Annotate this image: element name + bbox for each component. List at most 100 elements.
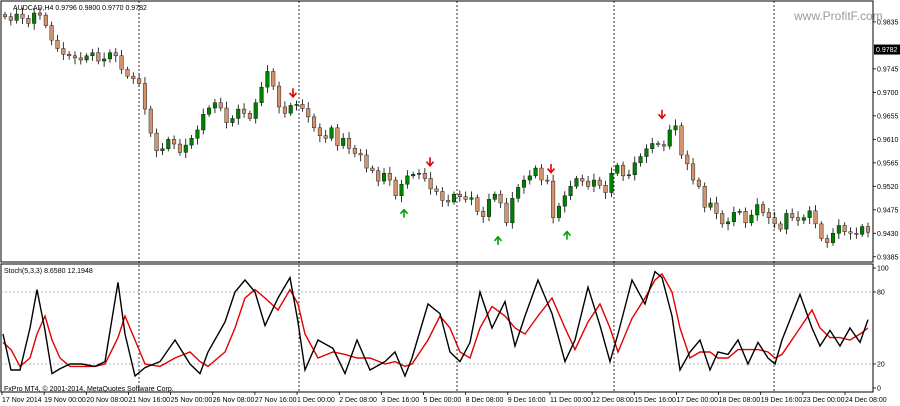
candle-body (183, 144, 188, 153)
candle-body (166, 139, 171, 149)
candle (667, 124, 672, 150)
candle-body (341, 138, 346, 146)
candle (825, 234, 830, 248)
candle-body (825, 238, 830, 243)
candle-body (294, 104, 299, 106)
time-tick-label: 8 Dec 08:00 (466, 397, 504, 404)
candle-body (446, 200, 451, 203)
candle-body (312, 116, 317, 129)
candle-body (848, 231, 853, 234)
candle-body (358, 153, 363, 156)
candle-body (32, 12, 37, 24)
candle-body (521, 179, 526, 188)
candle (527, 170, 532, 185)
candle-body (621, 165, 626, 177)
candle-body (749, 214, 754, 224)
candle (755, 198, 760, 221)
candle (43, 12, 48, 29)
candle (148, 105, 153, 137)
candle (137, 73, 142, 87)
candle (486, 193, 491, 222)
stoch-pane-frame (0, 263, 874, 393)
candle (615, 162, 620, 176)
candle-body (207, 107, 212, 115)
candle-body (842, 225, 847, 232)
candle-body (726, 221, 731, 225)
watermark: www.ProfitF.com (793, 9, 883, 23)
candle (539, 164, 544, 186)
candle (597, 176, 602, 190)
candle-body (125, 69, 130, 77)
last-price-label: 0.9782 (876, 47, 898, 54)
buy-arrow-icon (399, 208, 409, 218)
buy-arrow-head (562, 230, 572, 237)
candle-body (836, 225, 841, 234)
candle (265, 65, 270, 93)
candle-body (259, 86, 264, 103)
candle (207, 105, 212, 117)
candle (341, 133, 346, 149)
buy-arrow-head (493, 235, 503, 242)
candle (766, 207, 771, 224)
stoch-tick-label: 20 (877, 362, 885, 369)
candle-body (282, 106, 287, 114)
candle (521, 175, 526, 194)
candle-body (329, 127, 334, 139)
candle-body (743, 211, 748, 224)
candle (20, 7, 25, 24)
candle-body (504, 202, 509, 224)
candle (67, 51, 72, 60)
candle-body (720, 213, 725, 225)
candle-body (626, 174, 631, 177)
sell-arrow-icon (546, 164, 556, 174)
candle (253, 98, 258, 124)
candle (533, 165, 538, 179)
candle-body (61, 48, 66, 55)
candle (545, 174, 550, 185)
candle (399, 179, 404, 203)
candle-body (265, 71, 270, 88)
candle (842, 222, 847, 236)
candle-body (218, 102, 223, 109)
candle-body (96, 52, 101, 62)
price-tick-label: 0.9475 (877, 207, 899, 214)
candle-body (172, 139, 177, 145)
candle-body (102, 58, 107, 62)
time-tick-label: 5 Dec 00:00 (424, 397, 462, 404)
candle-body (288, 105, 293, 114)
candle-body (568, 186, 573, 196)
candle (685, 150, 690, 171)
candle (580, 174, 585, 187)
candle-body (801, 217, 806, 221)
candle (189, 135, 194, 149)
candle (107, 49, 112, 63)
candle (247, 110, 252, 122)
candle (603, 180, 608, 199)
candle-body (14, 13, 19, 21)
candle (271, 68, 276, 90)
candle-body (714, 202, 719, 214)
candle-body (679, 125, 684, 156)
stoch-tick-label: 80 (877, 290, 885, 297)
candle-body (656, 143, 661, 145)
candle (72, 51, 77, 65)
candle-body (376, 170, 381, 182)
stoch-d-line (2, 272, 869, 368)
price-pane-frame (0, 0, 874, 263)
candle-body (737, 211, 742, 213)
symbol-header: AUDCAD,H4 0.9796 0.9800 0.9770 0.9782 (13, 5, 147, 12)
candle (621, 161, 626, 181)
candle-body (661, 144, 666, 147)
price-tick-label: 0.9520 (877, 184, 899, 191)
candle-body (486, 199, 491, 217)
candle-body (137, 78, 142, 84)
candle (673, 119, 678, 136)
candle-body (113, 52, 118, 57)
candle-body (55, 39, 60, 49)
candle-body (393, 179, 398, 196)
candle (37, 7, 42, 20)
candle (510, 191, 515, 229)
candle-body (154, 132, 159, 152)
